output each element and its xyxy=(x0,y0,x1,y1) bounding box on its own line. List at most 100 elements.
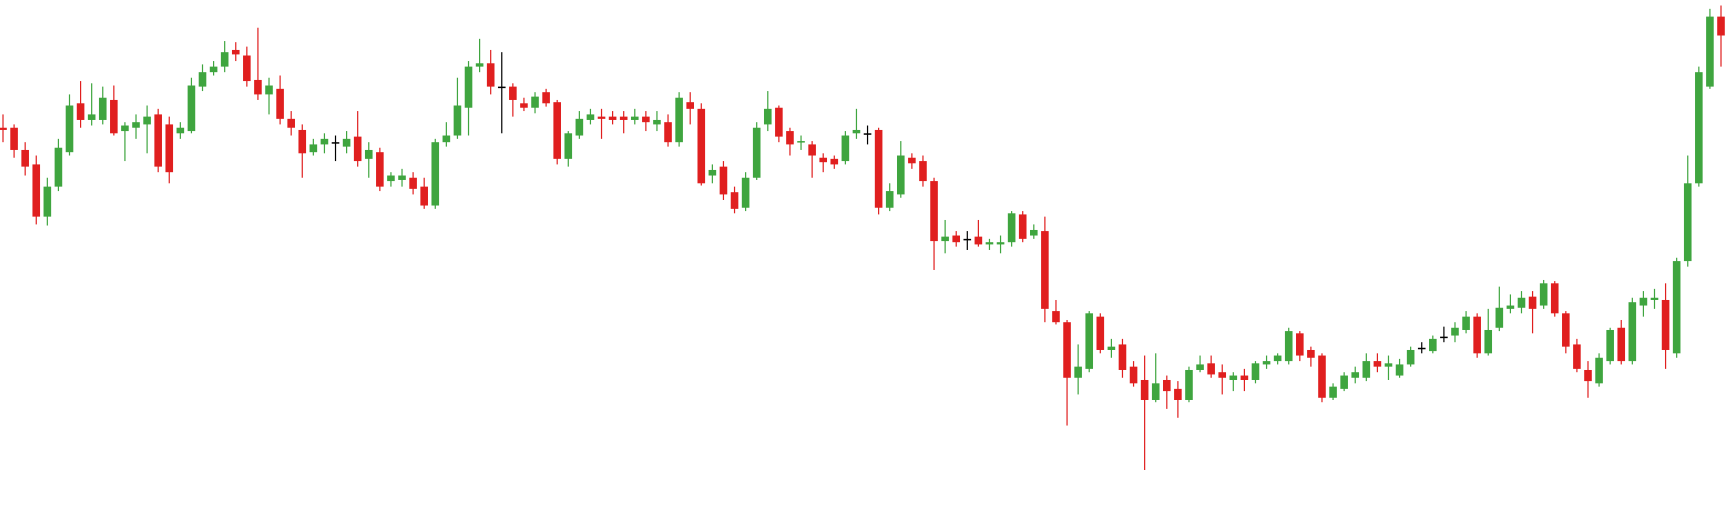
candle-body xyxy=(808,144,816,156)
candle-body xyxy=(830,158,839,165)
candle-body xyxy=(98,97,107,120)
candle-body xyxy=(1429,338,1437,352)
candle-body xyxy=(1318,355,1326,398)
candle-body xyxy=(54,147,63,187)
candle-body xyxy=(996,242,1005,245)
candle-body xyxy=(110,99,118,134)
candle-body xyxy=(1030,229,1038,236)
candle-body xyxy=(342,138,351,147)
candle-body xyxy=(863,133,872,135)
candle-body xyxy=(453,105,462,136)
candle-body xyxy=(686,102,694,109)
candle-body xyxy=(320,138,329,145)
candle-body xyxy=(21,149,29,167)
candle-body xyxy=(154,114,162,167)
candle-body xyxy=(1539,283,1548,306)
candle-body xyxy=(176,127,185,134)
candle-body xyxy=(1340,375,1348,389)
candle-body xyxy=(1196,364,1204,370)
candle-body xyxy=(1107,346,1116,350)
candle-body xyxy=(231,49,240,55)
candle-body xyxy=(1229,375,1238,380)
candle-body xyxy=(653,119,661,125)
candle-body xyxy=(1484,329,1493,354)
candle-body xyxy=(1251,363,1260,380)
candle-body xyxy=(387,175,395,182)
candle-body xyxy=(664,122,672,143)
candle-body xyxy=(1329,386,1337,398)
candle-body xyxy=(1595,357,1603,384)
candle-body xyxy=(509,86,517,100)
candle-body xyxy=(287,118,295,128)
candle-body xyxy=(1296,333,1304,356)
candle-body xyxy=(697,108,706,184)
candle-body xyxy=(309,144,318,153)
candle-body xyxy=(1351,372,1360,378)
candle-body xyxy=(1506,305,1515,309)
candle-body xyxy=(1063,322,1071,378)
candle-body xyxy=(1562,313,1570,347)
candle-body xyxy=(974,236,983,245)
candle-body xyxy=(520,103,528,108)
candle-body xyxy=(1517,297,1526,308)
candle-body xyxy=(254,79,262,95)
candle-body xyxy=(852,129,861,134)
candle-body xyxy=(985,242,994,245)
candle-body xyxy=(364,149,373,159)
candle-body xyxy=(1417,347,1426,350)
candle-body xyxy=(675,97,683,143)
candle-body xyxy=(1550,283,1559,314)
candle-body xyxy=(32,164,41,217)
candle-body xyxy=(819,157,828,163)
candle-body xyxy=(442,135,451,143)
candle-body xyxy=(1395,364,1404,376)
candle-body xyxy=(1207,363,1215,375)
candle-body xyxy=(1639,297,1648,306)
candle-body xyxy=(1650,297,1659,300)
candle-body xyxy=(1440,336,1448,339)
candle-body xyxy=(1096,316,1105,350)
candle-body xyxy=(1672,261,1681,354)
candle-body xyxy=(1473,316,1481,354)
candle-body xyxy=(786,131,794,145)
candle-body xyxy=(1451,327,1459,336)
candle-body xyxy=(1406,349,1415,365)
candle-body xyxy=(1695,72,1703,184)
candle-body xyxy=(1362,361,1371,378)
candle-body xyxy=(1085,313,1094,369)
candle-body xyxy=(797,141,805,143)
candle-body xyxy=(1706,16,1714,87)
candle-body xyxy=(1240,375,1249,380)
candle-body xyxy=(198,72,207,87)
candle-body xyxy=(730,192,739,209)
candle-body xyxy=(1074,366,1082,378)
candle-body xyxy=(1185,369,1193,400)
candle-body xyxy=(464,66,473,108)
candle-body xyxy=(1307,349,1315,358)
candle-body xyxy=(1373,361,1382,367)
candle-body xyxy=(376,152,384,187)
candle-body xyxy=(497,86,506,89)
candle-body xyxy=(143,116,151,125)
candle-body xyxy=(43,186,52,217)
candle-body xyxy=(553,102,561,159)
candle-body xyxy=(1007,213,1016,243)
candle-body xyxy=(187,85,196,132)
candle-body xyxy=(1163,379,1171,392)
candle-body xyxy=(1151,383,1160,400)
candle-body xyxy=(841,135,850,162)
candle-body xyxy=(1462,316,1470,330)
candle-body xyxy=(1041,231,1049,309)
candle-body xyxy=(952,235,961,243)
candle-body xyxy=(475,63,484,67)
candle-body xyxy=(630,116,639,120)
candle-body xyxy=(1174,388,1182,400)
candle-body xyxy=(1717,16,1725,36)
candle-body xyxy=(265,85,273,95)
candle-body xyxy=(1018,214,1027,239)
candle-body xyxy=(1262,361,1271,365)
candle-body xyxy=(531,96,539,108)
candle-body xyxy=(719,166,728,195)
candle-body xyxy=(1052,311,1060,323)
